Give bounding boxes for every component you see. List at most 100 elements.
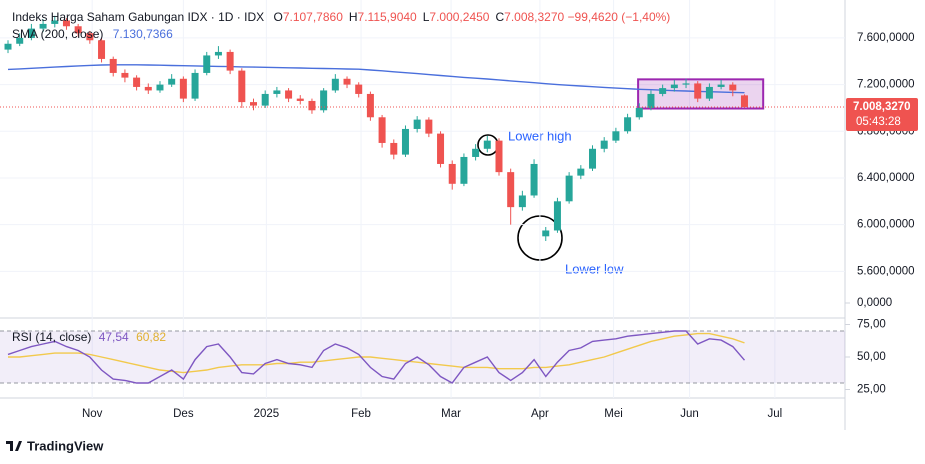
- sma-line: [7, 64, 745, 94]
- candle-body: [542, 230, 550, 237]
- brand: TradingView: [27, 438, 104, 453]
- candle-body: [495, 140, 503, 173]
- candle-body: [437, 133, 445, 164]
- candle-body: [647, 93, 655, 108]
- countdown: 05:43:28: [856, 116, 901, 128]
- candle-body: [425, 119, 433, 134]
- sma-value: 7.130,7366: [112, 27, 173, 41]
- candle-body: [273, 90, 281, 94]
- ohlc-key: H: [348, 10, 358, 24]
- x-tick-label: Feb: [351, 408, 371, 420]
- candle-body: [121, 72, 129, 78]
- candle-body: [589, 148, 597, 169]
- change-label: −99,4620 (−1,40%): [567, 10, 671, 24]
- candle-body: [694, 83, 702, 99]
- candle-body: [378, 117, 386, 143]
- candle-body: [51, 20, 59, 24]
- candle-body: [98, 40, 106, 59]
- candle-body: [507, 172, 515, 208]
- logo: TradingView: [6, 438, 104, 453]
- rsi-ma-line: [8, 332, 745, 374]
- candle-body: [168, 78, 176, 85]
- ohlc-legend: O7.107,7860 H7.115,9040 L7.000,2450 C7.008,…: [267, 10, 564, 24]
- candle-body: [156, 84, 164, 91]
- candle-body: [226, 51, 234, 71]
- ohlc-value: 7.115,9040: [357, 10, 417, 24]
- ohlc-key: O: [273, 10, 283, 24]
- candle-body: [472, 148, 480, 157]
- candle-body: [308, 100, 316, 111]
- candle-body: [624, 117, 632, 132]
- candle-body: [4, 43, 12, 50]
- rsi-ma-value: 60,82: [136, 330, 167, 344]
- candle-body: [16, 37, 24, 44]
- candle-body: [179, 78, 187, 99]
- rsi-tick-label: 75,00: [857, 319, 886, 331]
- candle-body: [518, 195, 526, 208]
- candle-body: [366, 93, 374, 118]
- ohlc-value: 7.008,3270: [504, 10, 565, 24]
- candle-body: [355, 84, 363, 94]
- sma-name: SMA (200, close): [12, 27, 104, 41]
- ohlc-value: 7.000,2450: [429, 10, 490, 24]
- candle-body: [109, 58, 117, 73]
- candle-body: [635, 107, 643, 118]
- candle-body: [448, 163, 456, 184]
- candle-body: [261, 93, 269, 106]
- candle-body: [296, 98, 304, 101]
- candle-body: [413, 119, 421, 129]
- title: Indeks Harga Saham Gabungan IDX · 1D · I…: [12, 10, 265, 24]
- y-tick-label: 7.600,0000: [857, 32, 915, 44]
- x-tick-label: Apr: [531, 408, 549, 420]
- candle-body: [717, 84, 725, 87]
- candle-body: [705, 86, 713, 99]
- volume-tick-label: 0,0000: [857, 297, 892, 309]
- candle-body: [390, 142, 398, 155]
- candle-body: [86, 33, 94, 41]
- rsi-legend: RSI (14, close) 47,54 60,82: [12, 330, 166, 344]
- x-tick-label: 2025: [254, 408, 280, 420]
- x-tick-label: Nov: [82, 408, 103, 420]
- candle-body: [144, 86, 152, 91]
- last-price-box: [846, 97, 918, 131]
- candle-body: [729, 84, 737, 91]
- y-tick-label: 7.200,0000: [857, 79, 915, 91]
- rsi-value: 47,54: [98, 330, 129, 344]
- candle-body: [203, 55, 211, 73]
- candle-body: [74, 26, 82, 34]
- candle-body: [612, 131, 620, 141]
- ohlc-key: L: [422, 10, 430, 24]
- candle-body: [401, 128, 409, 155]
- candle-body: [62, 20, 70, 27]
- legend-header: Indeks Harga Saham Gabungan IDX · 1D · I…: [12, 10, 670, 24]
- candle-body: [320, 90, 328, 111]
- candle-body: [285, 90, 293, 99]
- rsi-line: [7, 330, 746, 384]
- candle-body: [27, 28, 35, 38]
- candle-body: [191, 72, 199, 99]
- candle-body: [530, 163, 538, 196]
- candle-body: [331, 78, 339, 91]
- ohlc-value: 7.107,7860: [282, 10, 343, 24]
- rsi-tick-label: 50,00: [857, 351, 886, 363]
- candle-body: [577, 168, 585, 176]
- candle-body: [740, 95, 748, 107]
- x-tick-label: Des: [173, 408, 194, 420]
- candle-body: [133, 77, 141, 87]
- candle-body: [553, 201, 561, 231]
- candle-body: [460, 156, 468, 184]
- x-tick-label: Mar: [441, 408, 461, 420]
- sma-legend: SMA (200, close) 7.130,7366: [12, 27, 173, 41]
- candle-body: [238, 70, 246, 103]
- candle-body: [39, 23, 47, 29]
- y-tick-label: 5.600,0000: [857, 265, 915, 277]
- candle-body: [250, 102, 258, 106]
- rsi-name: RSI (14, close): [12, 330, 92, 344]
- y-tick-label: 6.400,0000: [857, 172, 915, 184]
- candle-body: [600, 140, 608, 149]
- candle-body: [483, 140, 491, 149]
- x-tick-label: Jun: [680, 408, 699, 420]
